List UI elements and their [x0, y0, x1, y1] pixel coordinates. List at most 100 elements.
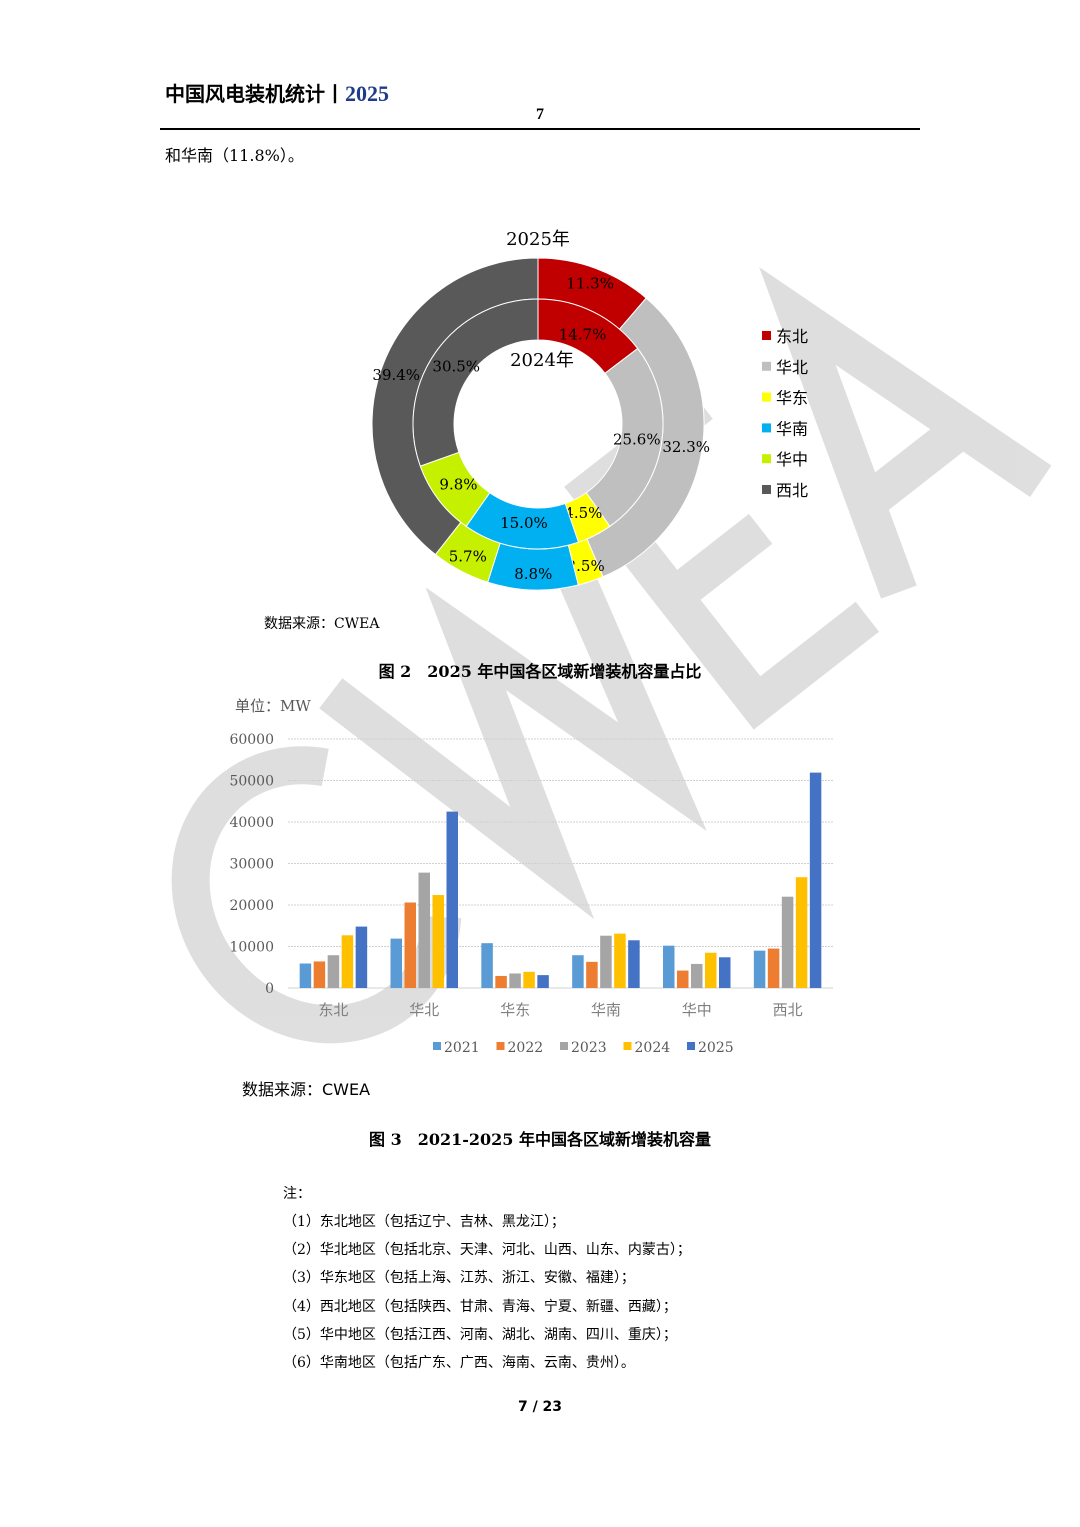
intro-text: 和华南（11.8%）。: [165, 146, 304, 165]
bar: [795, 877, 808, 988]
x-tick-label: 华东: [500, 1001, 530, 1019]
y-tick-label: 50000: [229, 774, 274, 790]
notes-title: 注：: [283, 1186, 311, 1202]
legend-swatch: [687, 1042, 695, 1050]
bar: [390, 938, 402, 988]
header-divider: [160, 128, 920, 130]
legend-label: 2021: [444, 1040, 480, 1056]
bar: [355, 926, 368, 988]
fig3-caption: 图 3 2021-2025 年中国各区域新增装机容量: [369, 1130, 711, 1149]
bar: [418, 872, 430, 988]
legend-swatch: [762, 361, 771, 371]
legend-swatch: [623, 1042, 632, 1050]
bar: [705, 952, 717, 988]
y-tick-label: 40000: [229, 815, 274, 831]
x-tick-label: 华中: [682, 1001, 712, 1019]
slice-label: 39.4%: [372, 366, 420, 384]
x-tick-label: 东北: [318, 1001, 348, 1019]
y-tick-label: 20000: [229, 898, 274, 914]
fig2-caption: 图 2 2025 年中国各区域新增装机容量占比: [378, 662, 702, 681]
slice-label: 11.3%: [566, 274, 614, 292]
legend-swatch: [762, 392, 771, 402]
fig3-source: 数据来源：CWEA: [242, 1080, 371, 1099]
legend-label: 2024: [635, 1040, 671, 1056]
slice-label: 5.7%: [449, 548, 487, 566]
legend-swatch: [762, 485, 771, 494]
x-tick-label: 西北: [773, 1001, 803, 1019]
bar: [495, 975, 507, 988]
bar-chart: 单位：MW 0 10000 20000 30000 40000 50000 60000 东北 华北…: [229, 697, 833, 1056]
bar: [446, 811, 458, 988]
header-title: 中国风电装机统计丨2025: [165, 78, 389, 107]
bar: [537, 975, 549, 988]
header-year: 2025: [345, 81, 389, 106]
bar: [767, 948, 780, 988]
legend-swatch: [762, 331, 771, 340]
legend-label: 华南: [776, 419, 808, 438]
slice-label: 14.7%: [559, 325, 607, 343]
slice-label: 9.8%: [439, 476, 477, 494]
header-text: 中国风电装机统计丨: [165, 82, 345, 106]
x-tick-label: 华北: [409, 1001, 439, 1019]
y-tick-label: 0: [265, 981, 274, 997]
legend-swatch: [762, 454, 771, 464]
donut-slice: [412, 298, 539, 467]
bar: [299, 963, 312, 988]
header-page-number: 7: [536, 106, 544, 123]
bar: [677, 970, 689, 988]
slice-label: 25.6%: [613, 430, 661, 448]
note-item: （6）华南地区（包括广东、广西、海南、云南、贵州）。: [283, 1355, 635, 1371]
legend-label: 2023: [571, 1040, 607, 1056]
legend-swatch: [560, 1042, 568, 1050]
bar: [572, 955, 584, 988]
x-tick-label: 华南: [591, 1001, 621, 1019]
bar: [781, 896, 794, 988]
note-item: （2）华北地区（包括北京、天津、河北、山西、山东、内蒙古）；: [283, 1242, 691, 1259]
bar: [663, 945, 675, 988]
legend-label: 2022: [508, 1040, 544, 1056]
bar: [404, 902, 416, 988]
unit-label: 单位：MW: [235, 697, 311, 715]
y-tick-label: 30000: [229, 857, 274, 873]
note-item: （3）华东地区（包括上海、江苏、浙江、安徽、福建）；: [283, 1270, 635, 1287]
bar: [719, 957, 731, 988]
donut-chart: 2025年 11.3% 32.3% 2.5% 8.8% 5.7% 39.4% 14.7% 25.…: [371, 229, 808, 591]
bar: [753, 950, 766, 988]
legend-label: 东北: [776, 327, 808, 346]
bar: [327, 955, 340, 988]
inner-ring-label: 2024年: [510, 350, 574, 371]
bar: [586, 961, 598, 988]
chart-title: 2025年: [506, 229, 570, 250]
legend-swatch: [762, 423, 771, 433]
bar: [313, 961, 326, 988]
slice-label: 2.5%: [567, 557, 605, 575]
bar: [614, 933, 626, 988]
fig2-source: 数据来源：CWEA: [264, 616, 380, 632]
note-item: （1）东北地区（包括辽宁、吉林、黑龙江）；: [283, 1214, 565, 1230]
legend-label: 华东: [776, 389, 808, 408]
bar: [432, 895, 444, 988]
slice-label: 15.0%: [500, 514, 548, 532]
note-item: （4）西北地区（包括陕西、甘肃、青海、宁夏、新疆、西藏）；: [283, 1298, 677, 1315]
legend-swatch: [433, 1042, 441, 1050]
bar: [809, 772, 822, 988]
bar: [628, 940, 640, 988]
legend-label: 华北: [776, 358, 808, 377]
bar: [691, 963, 703, 988]
legend-label: 西北: [776, 481, 808, 500]
bar: [341, 935, 354, 988]
note-item: （5）华中地区（包括江西、河南、湖北、湖南、四川、重庆）；: [283, 1326, 677, 1343]
bar: [600, 935, 612, 988]
slice-label: 8.8%: [514, 565, 552, 583]
page-footer: 7 / 23: [517, 1399, 563, 1415]
slice-label: 32.3%: [662, 438, 710, 456]
y-tick-label: 10000: [229, 940, 274, 956]
slice-label: 30.5%: [432, 357, 480, 375]
bar: [509, 973, 521, 988]
bar: [481, 943, 493, 988]
bar: [523, 971, 535, 988]
y-tick-label: 60000: [229, 732, 274, 748]
legend-label: 华中: [776, 450, 808, 469]
legend-swatch: [496, 1042, 505, 1050]
